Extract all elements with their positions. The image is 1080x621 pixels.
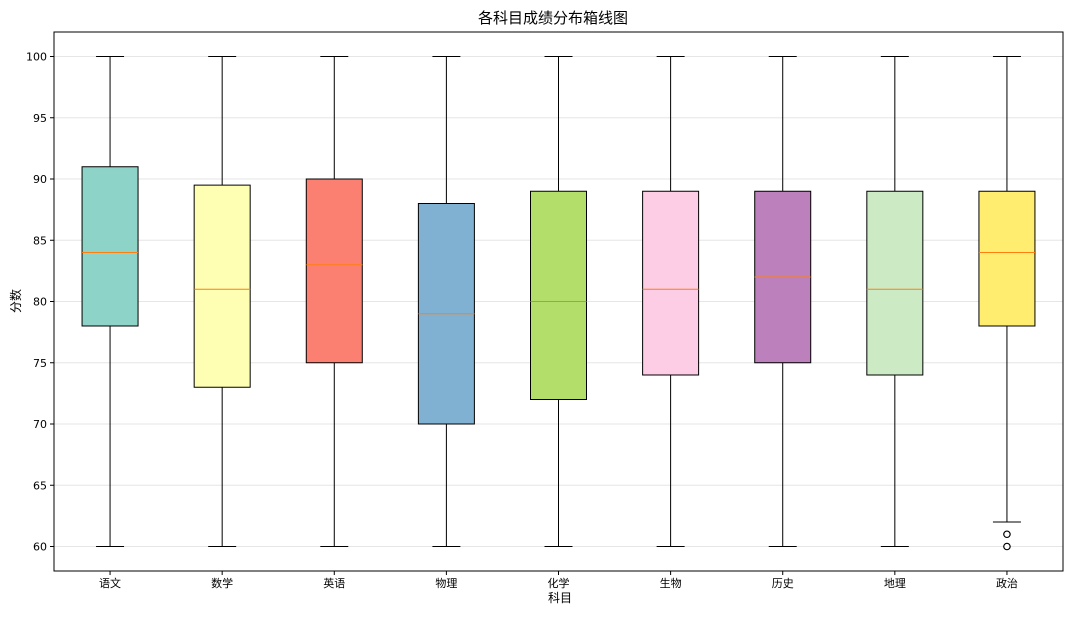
box-group-9 — [978, 56, 1036, 551]
x-tick-label: 生物 — [660, 576, 682, 590]
box-group-3 — [305, 56, 363, 547]
y-tick-label: 80 — [33, 296, 47, 309]
y-tick-label: 90 — [33, 173, 47, 186]
box-group-8 — [866, 56, 924, 547]
y-tick-label: 95 — [33, 112, 47, 125]
box — [193, 184, 251, 388]
outlier-point — [1003, 530, 1011, 539]
box — [978, 190, 1036, 327]
y-tick-label: 70 — [33, 418, 47, 431]
box-group-6 — [642, 56, 700, 547]
x-tick-label: 政治 — [996, 576, 1018, 590]
box-group-4 — [417, 56, 475, 547]
box — [305, 178, 363, 364]
y-tick-label: 65 — [33, 479, 47, 492]
x-tick-label: 物理 — [435, 576, 457, 590]
x-tick-label: 英语 — [323, 576, 345, 590]
boxes — [81, 56, 1036, 551]
box — [866, 190, 924, 376]
x-tick-label: 地理 — [884, 577, 906, 590]
x-tick-label: 语文 — [99, 576, 121, 590]
x-axis: 语文 数学 英语 物理 化学 生物 历史 地理 政治 — [99, 571, 1018, 590]
box-group-5 — [530, 56, 587, 547]
y-tick-label: 85 — [33, 234, 47, 247]
x-tick-label: 数学 — [211, 576, 233, 590]
outlier-point — [1003, 542, 1011, 551]
box-group-1 — [81, 56, 139, 547]
box — [81, 166, 139, 327]
y-tick-label: 60 — [33, 541, 47, 554]
x-tick-label: 历史 — [772, 577, 794, 590]
y-axis: 60 65 70 75 80 85 90 95 100 — [26, 51, 54, 554]
box-group-2 — [193, 56, 251, 547]
x-tick-label: 化学 — [548, 576, 570, 590]
box — [530, 190, 587, 400]
box-group-7 — [754, 56, 812, 547]
y-axis-label: 分数 — [8, 289, 23, 313]
y-tick-label: 75 — [33, 357, 47, 370]
box — [642, 190, 700, 376]
y-tick-label: 100 — [26, 51, 47, 64]
chart-title: 各科目成绩分布箱线图 — [478, 9, 628, 27]
x-axis-label: 科目 — [548, 591, 572, 605]
